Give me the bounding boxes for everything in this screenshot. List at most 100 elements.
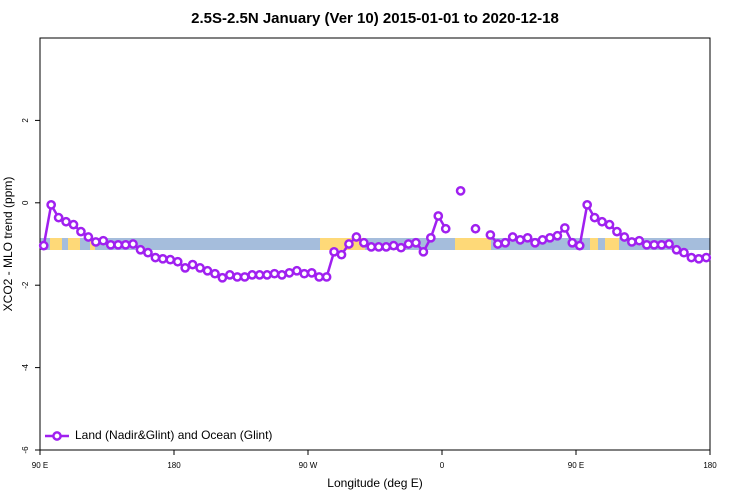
- data-point: [105, 239, 116, 250]
- data-point: [76, 226, 86, 237]
- data-point: [604, 219, 615, 230]
- data-point: [522, 232, 533, 243]
- data-point: [344, 239, 354, 249]
- legend-marker: [52, 431, 62, 441]
- data-point: [634, 235, 645, 246]
- data-point: [165, 254, 176, 265]
- data-point: [366, 242, 377, 252]
- data-point: [113, 239, 124, 250]
- data-point: [679, 247, 689, 258]
- data-point: [500, 237, 511, 248]
- data-point: [455, 186, 466, 196]
- chart-title: 2.5S-2.5N January (Ver 10) 2015-01-01 to…: [191, 10, 559, 27]
- data-point: [574, 240, 585, 251]
- data-point: [135, 244, 146, 255]
- x-tick-label: 0: [440, 461, 445, 470]
- x-axis-label: Longitude (deg E): [327, 476, 422, 490]
- data-point: [418, 246, 429, 257]
- data-point: [90, 237, 101, 247]
- data-point: [306, 267, 317, 278]
- data-point: [559, 223, 570, 233]
- x-tick-label: 90 W: [299, 461, 318, 470]
- data-point: [53, 212, 64, 223]
- data-point: [507, 232, 518, 242]
- data-point: [180, 263, 191, 273]
- data-point: [664, 239, 674, 249]
- data-point: [239, 272, 250, 282]
- data-point: [217, 272, 228, 283]
- data-point: [224, 270, 235, 280]
- data-point: [98, 235, 109, 246]
- data-point: [247, 270, 258, 280]
- data-point: [492, 239, 503, 249]
- data-point: [656, 239, 667, 250]
- data-point: [373, 242, 384, 252]
- data-point: [545, 232, 555, 243]
- data-point: [157, 253, 168, 264]
- data-point: [537, 235, 548, 245]
- data-point: [120, 239, 131, 250]
- data-point: [351, 232, 362, 242]
- data-point: [172, 256, 183, 267]
- data-point: [530, 237, 540, 248]
- data-point: [262, 270, 272, 280]
- data-point: [440, 223, 451, 234]
- data-point: [299, 268, 310, 279]
- data-point: [425, 232, 436, 243]
- y-tick-label: 2: [21, 118, 30, 123]
- data-point: [187, 259, 198, 270]
- data-point: [626, 237, 637, 247]
- data-point: [612, 226, 622, 237]
- data-point: [61, 216, 71, 227]
- data-point: [597, 216, 607, 227]
- data-point: [552, 230, 563, 241]
- data-point: [411, 237, 421, 248]
- data-point: [485, 230, 496, 240]
- x-tick-label: 180: [703, 461, 717, 470]
- data-point: [515, 235, 526, 245]
- data-point: [619, 232, 630, 242]
- x-tick-label: 180: [167, 461, 181, 470]
- data-point: [291, 265, 302, 276]
- data-point: [336, 249, 347, 260]
- data-point: [671, 244, 682, 255]
- data-point: [403, 239, 414, 249]
- data-point: [701, 252, 712, 263]
- x-tick-label: 90 E: [32, 461, 48, 470]
- data-point: [321, 272, 332, 282]
- data-point: [589, 212, 600, 223]
- data-point: [388, 240, 399, 251]
- data-point: [284, 267, 295, 278]
- data-point: [277, 270, 287, 280]
- data-point: [210, 268, 220, 279]
- data-point: [195, 263, 205, 273]
- data-point: [582, 200, 593, 210]
- data-point: [649, 239, 660, 250]
- y-tick-label: -2: [21, 281, 30, 289]
- data-point: [68, 219, 79, 230]
- data-point: [641, 239, 652, 250]
- data-point: [433, 211, 444, 221]
- data-point: [314, 272, 325, 282]
- data-point: [46, 200, 57, 210]
- data-point: [269, 268, 280, 279]
- data-point: [358, 237, 369, 248]
- data-point: [693, 253, 704, 264]
- x-tick-label: 90 E: [568, 461, 584, 470]
- data-point: [686, 252, 697, 263]
- y-tick-label: -6: [21, 446, 30, 454]
- data-point: [381, 242, 392, 252]
- data-point: [38, 240, 49, 251]
- data-point: [202, 265, 213, 276]
- y-tick-label: -4: [21, 363, 30, 371]
- y-axis-label: XCO2 - MLO trend (ppm): [1, 177, 15, 312]
- legend-label: Land (Nadir&Glint) and Ocean (Glint): [75, 428, 272, 442]
- data-point: [396, 242, 406, 253]
- y-tick-label: 0: [21, 200, 30, 205]
- data-point: [143, 247, 153, 258]
- data-point: [329, 246, 339, 257]
- data-point: [470, 223, 481, 234]
- data-point: [232, 272, 243, 282]
- data-point: [567, 237, 578, 248]
